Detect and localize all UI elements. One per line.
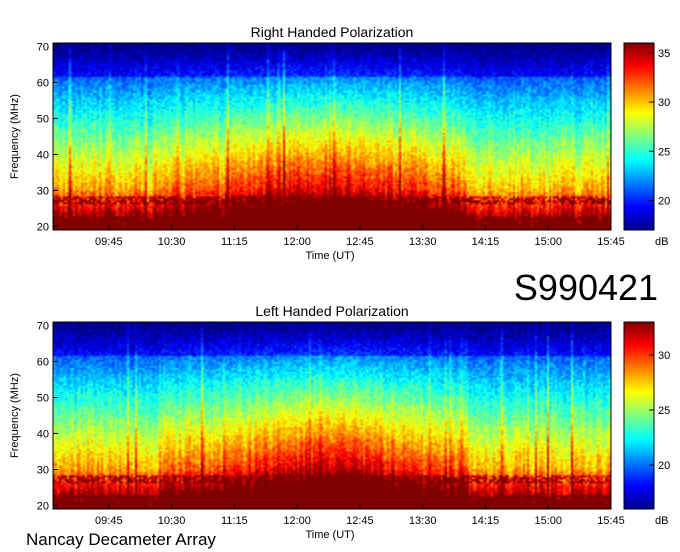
y-tick-label: 40 [37,149,49,161]
x-axis-label: Time (UT) [305,529,354,541]
x-tick-label: 15:00 [534,236,562,248]
x-tick-label: 09:45 [95,515,123,527]
colorbar-tick-label: 20 [658,460,670,472]
colorbar [623,42,655,231]
y-axis-label: Frequency (MHz) [9,94,21,179]
event-id-label: S990421 [514,267,658,308]
y-tick-label: 50 [37,393,49,405]
colorbar-tick-label: 30 [658,350,670,362]
colorbar-tick-label: 25 [658,146,670,158]
y-tick-label: 40 [37,428,49,440]
y-tick-label: 50 [37,114,49,126]
panel-1: Left Handed Polarization 20 30 40 50 60 70 Freq… [9,303,670,541]
colorbar-unit: dB [655,236,668,248]
plot-frame [52,321,612,510]
colorbar-tick-label: 25 [658,405,670,417]
chart-title: Left Handed Polarization [255,303,408,319]
x-tick-label: 12:00 [283,236,311,248]
x-tick-label: 13:30 [409,236,437,248]
y-tick-label: 70 [37,321,49,333]
spectrogram-image [53,322,611,509]
x-tick-label: 15:00 [534,515,562,527]
y-tick-label: 20 [37,221,49,233]
footer-label: Nancay Decameter Array [26,530,216,549]
x-tick-label: 10:30 [158,515,186,527]
chart-title: Right Handed Polarization [251,24,414,40]
colorbar [623,321,655,510]
x-tick-label: 12:00 [283,515,311,527]
x-tick-label: 14:15 [472,515,500,527]
colorbar-tick-label: 30 [658,97,670,109]
x-tick-label: 13:30 [409,515,437,527]
panel-0: Right Handed Polarization 20 30 40 50 60 70 Fre… [9,24,670,262]
x-tick-label: 15:45 [597,515,625,527]
colorbar-tick-label: 20 [658,195,670,207]
x-tick-label: 14:15 [472,236,500,248]
spectrogram-image [53,43,611,230]
x-tick-label: 12:45 [346,236,374,248]
y-axis-label: Frequency (MHz) [9,373,21,458]
x-tick-label: 10:30 [158,236,186,248]
colorbar-unit: dB [655,515,668,527]
y-tick-label: 30 [37,464,49,476]
y-tick-label: 70 [37,42,49,54]
plot-frame [52,42,612,231]
y-tick-label: 60 [37,357,49,369]
x-tick-label: 11:15 [221,236,248,248]
y-tick-label: 60 [37,78,49,90]
x-tick-label: 11:15 [221,515,248,527]
y-tick-label: 20 [37,500,49,512]
x-tick-label: 09:45 [95,236,123,248]
colorbar-tick-label: 35 [658,48,670,60]
y-tick-label: 30 [37,185,49,197]
x-tick-label: 15:45 [597,236,625,248]
x-tick-label: 12:45 [346,515,374,527]
x-axis-label: Time (UT) [305,250,354,262]
